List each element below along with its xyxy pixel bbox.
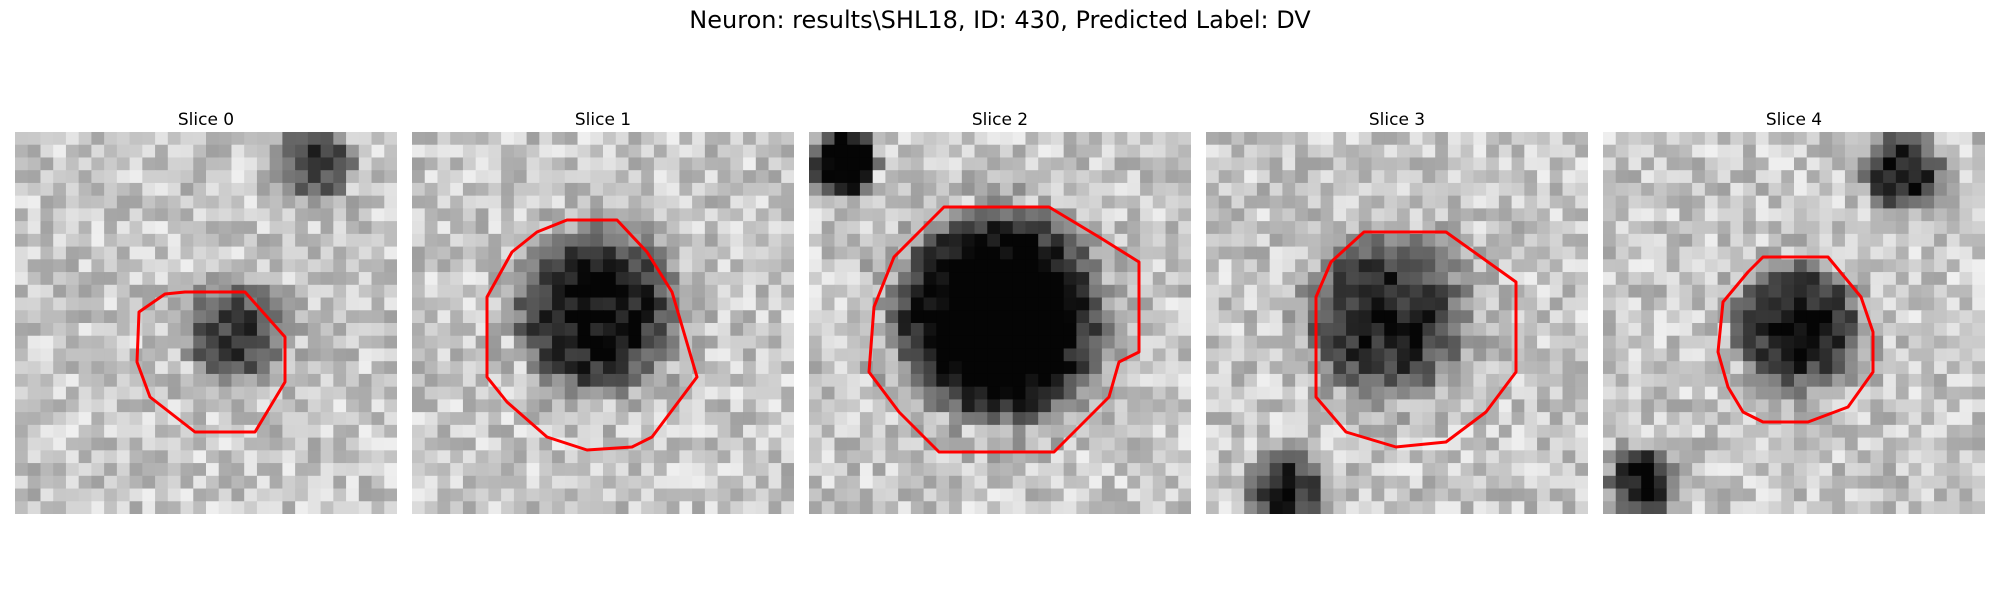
slice-panel-4: Slice 4 (1603, 109, 1985, 514)
figure-title: Neuron: results\SHL18, ID: 430, Predicte… (689, 6, 1311, 34)
pixel-grid (412, 132, 794, 514)
roi-outline (1314, 230, 1518, 449)
slice-panel-0: Slice 0 (15, 109, 397, 514)
roi-outline (1716, 255, 1875, 424)
roi-outline (867, 205, 1141, 454)
roi-outline (485, 218, 699, 452)
slice-image (412, 132, 794, 514)
slice-panel-1: Slice 1 (412, 109, 794, 514)
slice-image (1603, 132, 1985, 514)
pixel-grid (809, 132, 1191, 514)
slice-title: Slice 0 (177, 110, 235, 130)
slice-title: Slice 4 (1765, 110, 1823, 130)
roi-outline (135, 290, 287, 434)
slice-panel-2: Slice 2 (809, 109, 1191, 514)
slice-panel-3: Slice 3 (1206, 109, 1588, 514)
slice-image (15, 132, 397, 514)
slice-title: Slice 3 (1368, 110, 1426, 130)
pixel-grid (1603, 132, 1985, 514)
pixel-grid (1206, 132, 1588, 514)
slice-image (1206, 132, 1588, 514)
slice-title: Slice 1 (574, 110, 632, 130)
pixel-grid (15, 132, 397, 514)
slice-image (809, 132, 1191, 514)
slice-title: Slice 2 (971, 110, 1029, 130)
